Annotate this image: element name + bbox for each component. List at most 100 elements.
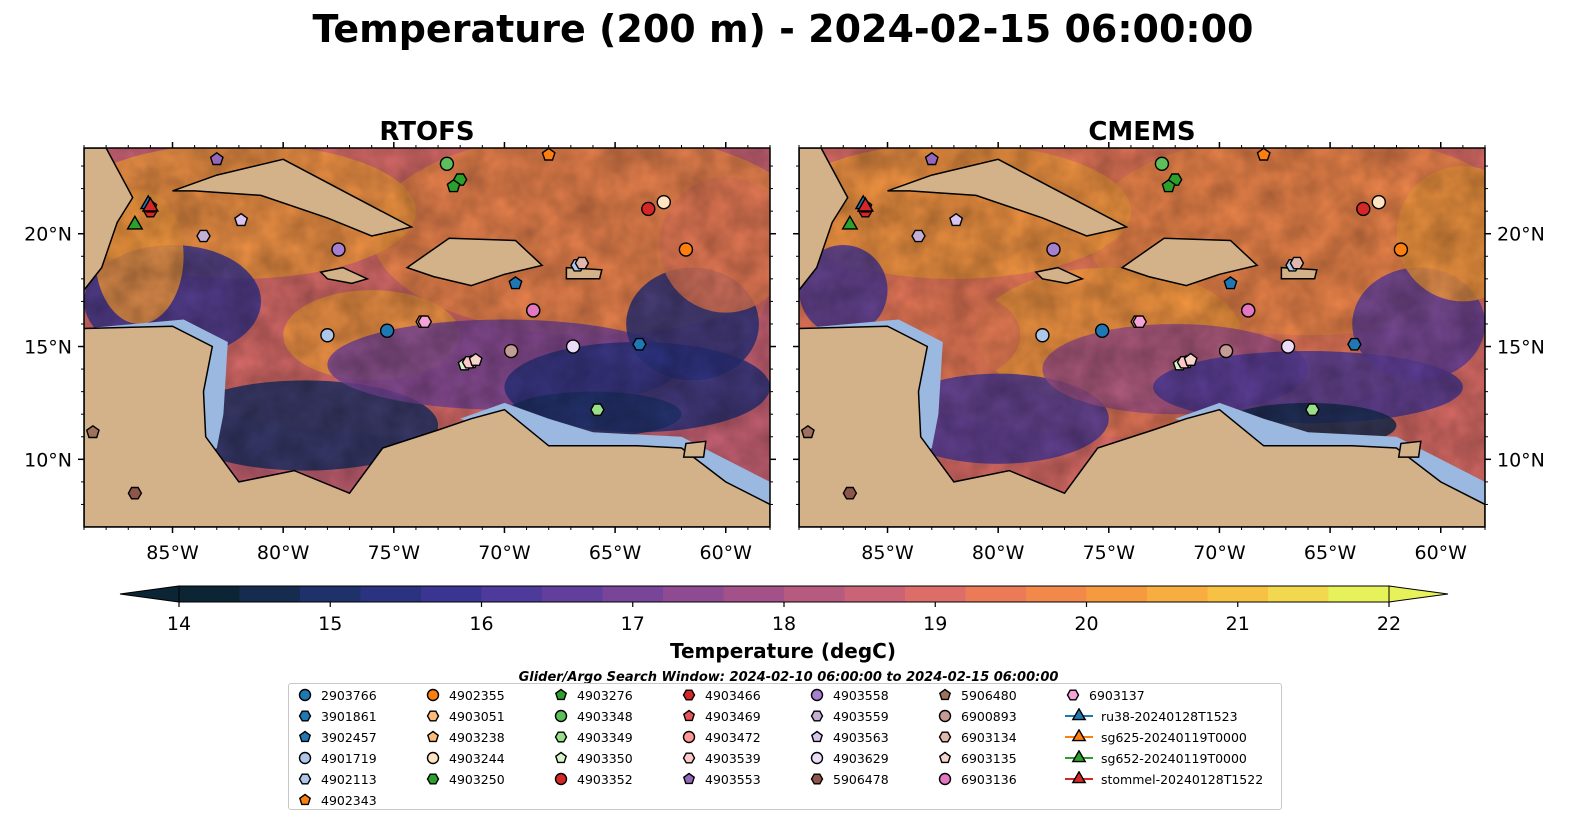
colorbar-tick-label: 15	[318, 613, 342, 635]
colorbar-tick-label: 20	[1074, 613, 1098, 635]
legend-marker-4903469	[682, 709, 696, 722]
legend-marker-4902113	[298, 773, 312, 785]
colorbar-segment	[663, 586, 724, 602]
legend-entry: 4903276	[553, 685, 633, 705]
legend-marker-5906478	[810, 773, 824, 785]
legend-marker-4903348	[554, 709, 568, 723]
legend-label: sg625-20240119T0000	[1101, 729, 1247, 745]
lat-tick-label: 10°N	[24, 449, 72, 471]
colorbar-segment	[844, 586, 906, 602]
legend-marker-sg652-20240119T0000	[1071, 750, 1087, 763]
float-marker-4903558	[1046, 242, 1061, 257]
colorbar-segment	[1147, 586, 1208, 602]
legend-label: 4902355	[449, 687, 505, 703]
lat-tick-label: 15°N	[1497, 337, 1545, 359]
legend-entry: 4903350	[553, 748, 633, 768]
legend-marker-4903553	[682, 772, 696, 785]
legend-label: ru38-20240128T1523	[1101, 708, 1238, 724]
colorbar-segment	[421, 586, 482, 602]
legend-marker-icon	[426, 751, 440, 765]
lat-tick-label: 20°N	[1497, 224, 1545, 246]
colorbar-segment	[300, 586, 361, 602]
legend-entry: 4903553	[681, 769, 761, 789]
legend-entry: 4903563	[809, 727, 889, 747]
float-marker-6903137	[417, 315, 433, 328]
legend-entry: 6903136	[937, 769, 1017, 789]
legend-marker-6900893	[938, 709, 952, 723]
float-markers-rtofs	[85, 148, 694, 500]
legend-entry: 4902355	[425, 685, 505, 705]
colorbar-tick-label: 16	[469, 613, 493, 635]
legend-marker-4903559	[810, 710, 824, 722]
float-marker-4903352	[641, 201, 656, 217]
colorbar-tick-label: 17	[621, 613, 645, 635]
float-marker-6900893	[503, 343, 519, 359]
axes-rtofs: 85°W 80°W 75°W 70°W 65°W 60°W 20°N 15°N 10°N	[24, 142, 776, 564]
legend-entry: 5906480	[937, 685, 1017, 705]
legend-marker-4903539	[682, 752, 696, 764]
legend-label: 6903137	[1089, 687, 1145, 703]
legend-marker-icon	[810, 710, 824, 722]
legend-marker-icon	[426, 710, 440, 722]
panel-rtofs: RTOFS 85°W 80°W 75°W 70°W 65°W 60°W 20°N 15°N 10…	[24, 117, 776, 564]
lon-tick-label: 60°W	[700, 542, 753, 564]
float-marker-4902355	[678, 242, 694, 257]
float-marker-5906480	[85, 424, 100, 439]
colorbar-segment	[1268, 586, 1329, 602]
legend-marker-6903135	[938, 751, 952, 764]
legend-marker-icon	[426, 730, 440, 743]
legend-marker-icon	[938, 709, 952, 723]
legend-marker-4903629	[810, 751, 824, 765]
colorbar-segment	[965, 586, 1027, 602]
legend-entry: 3901861	[297, 706, 377, 726]
legend-entry: 4903629	[809, 748, 889, 768]
legend-entry: 3902457	[297, 727, 377, 747]
legend-marker-4903250	[426, 773, 440, 785]
legend-marker-4903352	[554, 772, 568, 786]
legend-marker-4901719	[298, 751, 312, 765]
float-marker-6903134	[1289, 256, 1305, 270]
colorbar-tick-label: 18	[772, 613, 796, 635]
legend-entry: 6903137	[1065, 685, 1145, 705]
colorbar-segment	[360, 586, 422, 602]
lon-tick-label: 75°W	[368, 542, 421, 564]
legend-entry: sg652-20240119T0000	[1065, 748, 1247, 768]
legend-marker-4903563	[810, 730, 824, 743]
legend-label: 4903349	[577, 729, 633, 745]
legend-marker-icon	[810, 688, 824, 702]
float-marker-4902355	[1393, 242, 1409, 257]
legend-label: 4903350	[577, 750, 633, 766]
float-marker-5906478	[127, 486, 143, 500]
float-marker-6903135	[468, 352, 483, 366]
legend-marker-icon	[938, 772, 952, 786]
legend-marker-icon	[810, 730, 824, 743]
colorbar-extend-high	[1388, 585, 1449, 603]
legend-marker-icon	[1065, 708, 1093, 721]
float-marker-5906480	[800, 424, 815, 439]
legend-label: 4901719	[321, 750, 377, 766]
legend-label: 4903466	[705, 687, 761, 703]
float-marker-6903134	[574, 256, 590, 270]
legend-entry: 2903766	[297, 685, 377, 705]
legend-marker-6903137	[1066, 689, 1080, 701]
legend-label: 6903136	[961, 771, 1017, 787]
float-marker-sg652-20240119T0000	[841, 214, 859, 230]
legend-label: 6903135	[961, 750, 1017, 766]
float-marker-6903136	[1241, 303, 1256, 318]
colorbar-segment	[1026, 586, 1087, 602]
float-marker-4903558	[331, 242, 346, 257]
legend-label: 4903051	[449, 708, 505, 724]
legend-marker-4902355	[426, 688, 440, 702]
legend-marker-icon	[1065, 729, 1093, 742]
float-marker-3901861	[632, 337, 647, 351]
legend-label: 4903629	[833, 750, 889, 766]
legend-marker-4903466	[682, 689, 696, 701]
legend-marker-icon	[682, 730, 696, 744]
lon-tick-label: 60°W	[1415, 542, 1468, 564]
legend-label: stommel-20240128T1522	[1101, 771, 1264, 787]
legend-label: 3902457	[321, 729, 377, 745]
legend-entry: 4902113	[297, 769, 377, 789]
legend-label: 4903352	[577, 771, 633, 787]
legend-entry: 6900893	[937, 706, 1017, 726]
float-marker-3902457	[508, 276, 523, 290]
